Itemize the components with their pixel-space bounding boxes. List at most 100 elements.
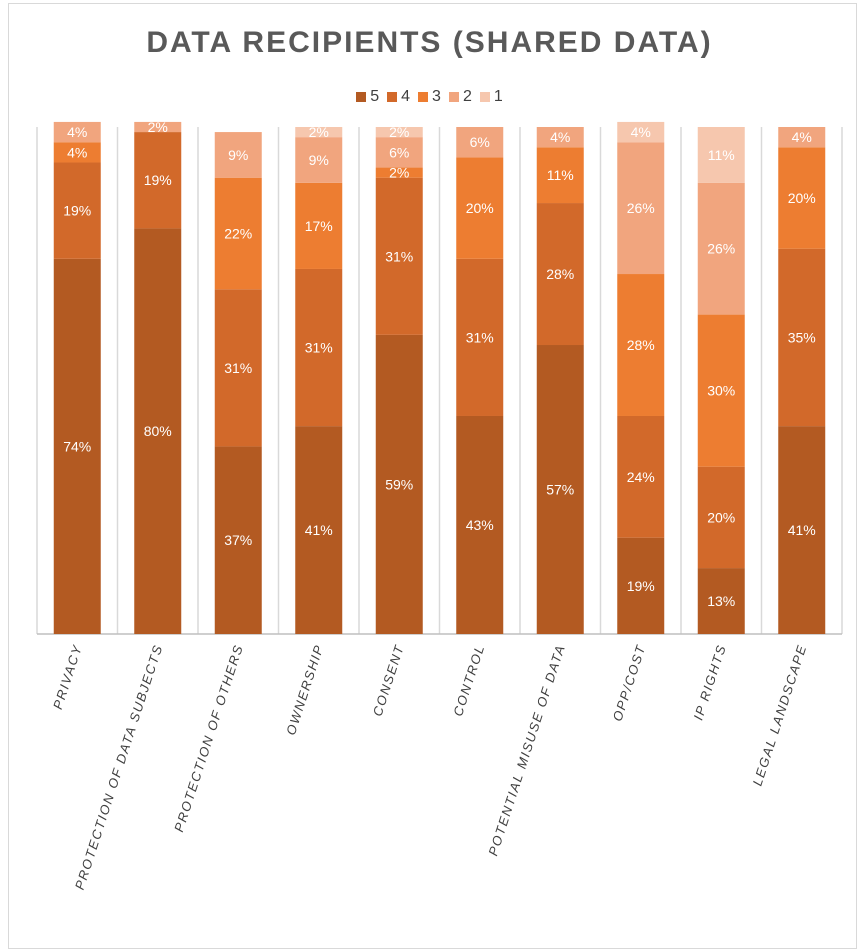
data-label: 6%: [389, 144, 409, 160]
data-label: 24%: [627, 469, 655, 485]
bar-segment-4: [295, 268, 343, 427]
data-label: 2%: [389, 124, 409, 140]
bar-segment-5: [375, 334, 423, 634]
bar-segment-4: [53, 162, 101, 259]
bar-segment-2: [214, 132, 262, 178]
data-label: 31%: [224, 360, 252, 376]
bar-segment-3: [53, 142, 101, 163]
data-label: 6%: [470, 134, 490, 150]
bar-segment-5: [456, 415, 504, 634]
bar-segment-1: [617, 121, 665, 143]
bar-segment-3: [697, 314, 745, 467]
legend-swatch-5: [356, 92, 367, 102]
bar-segment-4: [617, 415, 665, 538]
data-label: 4%: [67, 144, 87, 160]
bar-segment-5: [134, 228, 182, 634]
bar-segment-3: [456, 157, 504, 259]
bar-segment-2: [134, 121, 182, 133]
data-label: 35%: [788, 329, 816, 345]
data-label: 31%: [385, 248, 413, 264]
bar-segment-5: [617, 537, 665, 634]
bar-segment-5: [214, 446, 262, 634]
data-label: 13%: [707, 593, 735, 609]
data-label: 2%: [389, 165, 409, 181]
bar-segment-2: [375, 137, 423, 168]
data-label: 20%: [466, 200, 494, 216]
x-tick-label: PRIVACY: [50, 642, 85, 711]
bar-segment-3: [214, 177, 262, 290]
chart-title: DATA RECIPIENTS (SHARED DATA): [146, 26, 713, 59]
data-label: 37%: [224, 532, 252, 548]
data-label: 74%: [63, 438, 91, 454]
bar-segment-2: [295, 137, 343, 183]
legend-item-2: 2: [448, 88, 472, 106]
legend-label-4: 4: [401, 88, 411, 105]
bar-segment-2: [456, 127, 504, 158]
data-label: 19%: [144, 172, 172, 188]
x-tick-label: IP RIGHTS: [690, 642, 729, 722]
data-label: 31%: [305, 340, 333, 356]
bar-segment-5: [295, 426, 343, 634]
data-label: 11%: [547, 167, 574, 183]
bar-segment-1: [295, 127, 343, 138]
data-label: 4%: [631, 124, 651, 140]
bar-segment-3: [778, 147, 826, 249]
bar-segment-1: [375, 127, 423, 138]
legend-item-3: 3: [418, 88, 441, 106]
bar-segment-1: [697, 127, 745, 183]
bar-segment-2: [697, 182, 745, 315]
data-label: 20%: [707, 509, 735, 525]
x-tick-label: OPP/COST: [610, 642, 649, 723]
bar-segment-4: [778, 248, 826, 427]
data-label: 11%: [708, 147, 735, 163]
bar-segment-5: [778, 426, 826, 634]
data-label: 2%: [309, 124, 329, 140]
data-label: 26%: [627, 200, 655, 216]
data-label: 57%: [546, 482, 574, 498]
bar-segment-3: [536, 147, 584, 204]
legend-item-1: 1: [479, 88, 503, 106]
x-tick-label: POTENTIAL MISUSE OF DATA: [485, 642, 568, 857]
legend-swatch-3: [418, 92, 429, 102]
data-label: 28%: [627, 337, 655, 353]
data-label: 19%: [63, 203, 91, 219]
legend-swatch-4: [387, 92, 398, 102]
data-label: 28%: [546, 266, 574, 282]
bar-segment-4: [697, 466, 745, 569]
bar-segment-2: [536, 127, 584, 148]
legend-item-5: 5: [356, 88, 379, 106]
data-label: 30%: [707, 383, 735, 399]
bar-segment-4: [214, 289, 262, 447]
data-label: 20%: [788, 190, 816, 206]
x-tick-label: CONSENT: [370, 642, 407, 718]
data-label: 31%: [466, 329, 494, 345]
bar-segment-5: [536, 345, 584, 634]
data-label: 59%: [385, 476, 413, 492]
bar-segment-4: [375, 177, 423, 335]
bar-segment-2: [53, 121, 101, 143]
data-label: 41%: [305, 522, 333, 538]
bar-segment-4: [134, 132, 182, 229]
bar-segment-3: [375, 167, 423, 178]
x-tick-label: PROTECTION OF OTHERS: [171, 642, 246, 833]
data-label: 9%: [228, 147, 248, 163]
legend: 5 4 3 2 1: [0, 88, 859, 106]
data-label: 9%: [309, 152, 329, 168]
bar-segment-4: [456, 258, 504, 416]
bar-segment-2: [617, 142, 665, 275]
data-label: 4%: [67, 124, 87, 140]
data-label: 17%: [305, 218, 333, 234]
bar-segment-4: [536, 203, 584, 346]
legend-label-5: 5: [370, 88, 380, 105]
data-label: 4%: [550, 129, 570, 145]
data-label: 41%: [788, 522, 816, 538]
bar-segment-5: [53, 258, 101, 634]
x-tick-label: LEGAL LANDSCAPE: [750, 642, 810, 787]
legend-label-2: 2: [462, 88, 472, 105]
legend-swatch-2: [448, 92, 459, 102]
bar-segment-3: [617, 274, 665, 416]
bar-segment-2: [778, 127, 826, 148]
legend-item-4: 4: [387, 88, 410, 106]
legend-swatch-1: [479, 92, 490, 102]
